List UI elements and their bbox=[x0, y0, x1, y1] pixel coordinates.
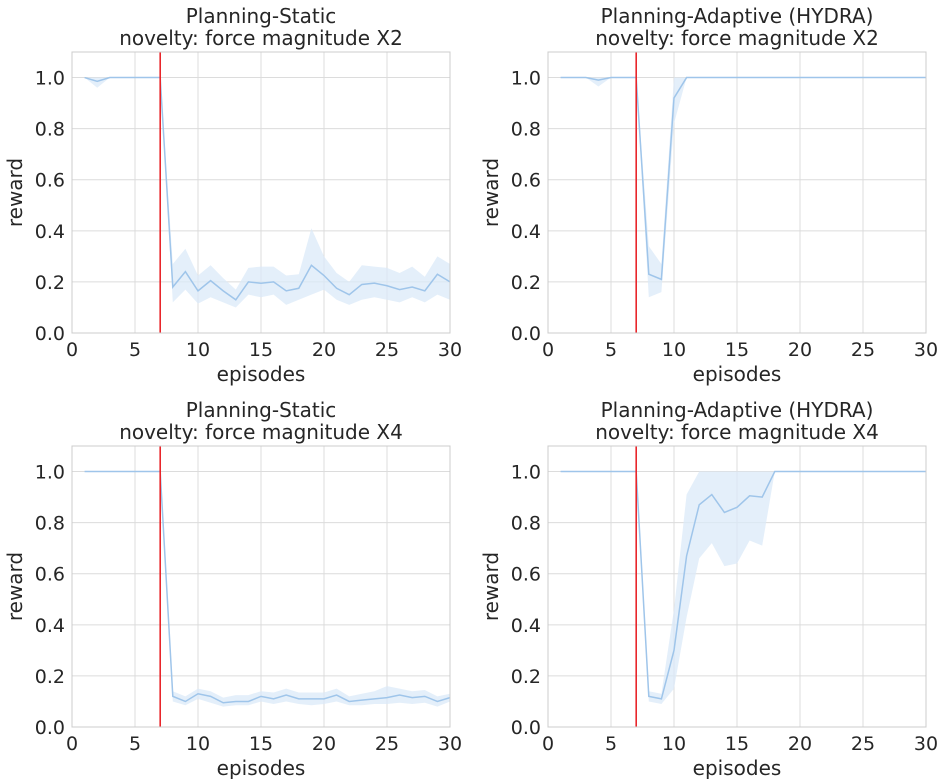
y-tick-label: 0.0 bbox=[511, 717, 541, 739]
x-tick-label: 5 bbox=[129, 733, 141, 755]
chart-title: Planning-Static bbox=[185, 398, 337, 422]
confidence-band bbox=[84, 77, 450, 308]
x-tick-label: 15 bbox=[725, 733, 749, 755]
x-tick-label: 25 bbox=[375, 339, 399, 361]
y-tick-label: 1.0 bbox=[35, 68, 65, 90]
x-tick-label: 30 bbox=[914, 339, 938, 361]
panel-title: Planning-Static novelty: force magnitude … bbox=[32, 5, 490, 49]
y-tick-label: 0.2 bbox=[35, 272, 65, 294]
y-tick-label: 0.6 bbox=[511, 564, 541, 586]
reward-series-line bbox=[84, 470, 451, 704]
y-tick-label: 0.2 bbox=[511, 272, 541, 294]
y-tick-label: 0.2 bbox=[511, 666, 541, 688]
y-tick-label: 0.4 bbox=[35, 615, 65, 637]
x-axis-label: episodes bbox=[693, 756, 782, 779]
y-tick-label: 0.4 bbox=[35, 221, 65, 243]
x-tick-label: 10 bbox=[662, 733, 686, 755]
chart-subtitle: novelty: force magnitude X4 bbox=[119, 420, 403, 444]
y-axis-label: reward bbox=[479, 158, 503, 227]
panel-title: Planning-Adaptive (HYDRA) novelty: force … bbox=[508, 5, 943, 49]
x-tick-label: 25 bbox=[375, 733, 399, 755]
chart-subtitle: novelty: force magnitude X2 bbox=[595, 26, 879, 50]
subplot-4: 0 5 10 15 20 25 30 0.0 0.2 0.4 0.6 0.8 1.0 episodes re… bbox=[479, 445, 938, 779]
plot-frame bbox=[547, 445, 927, 728]
x-tick-label: 0 bbox=[66, 339, 78, 361]
y-tick-label: 1.0 bbox=[511, 462, 541, 484]
y-axis-label: reward bbox=[3, 158, 27, 227]
y-tick-label: 0.0 bbox=[511, 323, 541, 345]
confidence-band bbox=[84, 471, 450, 707]
plot-frame bbox=[71, 51, 451, 334]
x-tick-label: 0 bbox=[66, 733, 78, 755]
chart-title: Planning-Adaptive (HYDRA) bbox=[600, 4, 874, 28]
x-tick-label: 20 bbox=[788, 339, 812, 361]
x-axis-label: episodes bbox=[217, 756, 306, 779]
chart-title: Planning-Adaptive (HYDRA) bbox=[600, 398, 874, 422]
x-tick-label: 25 bbox=[851, 733, 875, 755]
x-tick-label: 30 bbox=[438, 339, 462, 361]
y-tick-label: 0.2 bbox=[35, 666, 65, 688]
reward-series-line bbox=[560, 470, 926, 700]
panel-title: Planning-Static novelty: force magnitude … bbox=[32, 399, 490, 443]
x-tick-label: 25 bbox=[851, 339, 875, 361]
confidence-band bbox=[560, 471, 926, 705]
y-tick-label: 0.6 bbox=[511, 170, 541, 192]
x-axis-label: episodes bbox=[217, 362, 306, 386]
subplot-1: 0 5 10 15 20 25 30 0.0 0.2 0.4 0.6 0.8 1.0 episodes re… bbox=[3, 51, 462, 386]
x-tick-label: 15 bbox=[249, 339, 273, 361]
y-tick-label: 0.8 bbox=[511, 119, 541, 141]
y-tick-label: 0.4 bbox=[511, 221, 541, 243]
chart-subtitle: novelty: force magnitude X4 bbox=[595, 420, 879, 444]
confidence-band bbox=[560, 77, 926, 298]
x-tick-label: 15 bbox=[725, 339, 749, 361]
x-tick-label: 5 bbox=[605, 733, 617, 755]
y-tick-label: 1.0 bbox=[35, 462, 65, 484]
reward-series-line bbox=[560, 76, 926, 281]
y-tick-label: 0.6 bbox=[35, 170, 65, 192]
x-tick-label: 30 bbox=[914, 733, 938, 755]
x-tick-label: 0 bbox=[542, 733, 554, 755]
x-tick-label: 10 bbox=[186, 733, 210, 755]
plot-frame bbox=[547, 51, 927, 334]
reward-series-line bbox=[84, 76, 451, 301]
x-tick-label: 10 bbox=[186, 339, 210, 361]
subplot-2: 0 5 10 15 20 25 30 0.0 0.2 0.4 0.6 0.8 1.0 episodes re… bbox=[479, 51, 938, 386]
x-tick-label: 5 bbox=[605, 339, 617, 361]
y-tick-label: 0.4 bbox=[511, 615, 541, 637]
y-tick-label: 1.0 bbox=[511, 68, 541, 90]
x-tick-label: 15 bbox=[249, 733, 273, 755]
y-tick-label: 0.8 bbox=[35, 513, 65, 535]
subplot-3: 0 5 10 15 20 25 30 0.0 0.2 0.4 0.6 0.8 1.0 episodes re… bbox=[3, 445, 462, 779]
y-axis-label: reward bbox=[479, 552, 503, 621]
chart-title: Planning-Static bbox=[185, 4, 337, 28]
x-tick-label: 20 bbox=[312, 339, 336, 361]
x-tick-label: 20 bbox=[312, 733, 336, 755]
y-tick-label: 0.8 bbox=[511, 513, 541, 535]
y-axis-label: reward bbox=[3, 552, 27, 621]
chart-subtitle: novelty: force magnitude X2 bbox=[119, 26, 403, 50]
x-axis-label: episodes bbox=[693, 362, 782, 386]
x-tick-label: 5 bbox=[129, 339, 141, 361]
plot-frame bbox=[71, 445, 451, 728]
x-tick-label: 10 bbox=[662, 339, 686, 361]
x-tick-label: 20 bbox=[788, 733, 812, 755]
x-tick-label: 0 bbox=[542, 339, 554, 361]
x-tick-label: 30 bbox=[438, 733, 462, 755]
y-tick-label: 0.0 bbox=[35, 717, 65, 739]
y-tick-label: 0.8 bbox=[35, 119, 65, 141]
y-tick-label: 0.6 bbox=[35, 564, 65, 586]
panel-title: Planning-Adaptive (HYDRA) novelty: force … bbox=[508, 399, 943, 443]
y-tick-label: 0.0 bbox=[35, 323, 65, 345]
